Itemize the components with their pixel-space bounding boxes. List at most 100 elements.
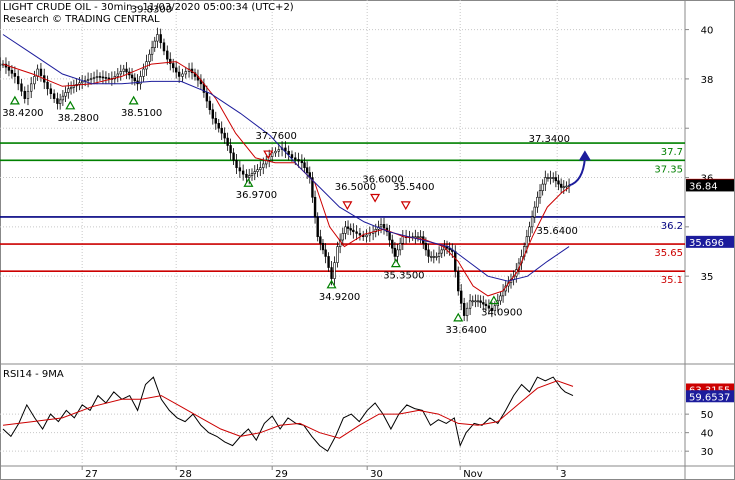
candle-body	[474, 300, 477, 303]
candle-body	[530, 216, 534, 228]
candle-body	[490, 307, 494, 311]
target-arrow-line	[568, 158, 586, 187]
candle-body	[72, 85, 76, 88]
candle-body	[379, 224, 383, 228]
candle-body	[487, 305, 491, 309]
candle-body	[56, 98, 59, 104]
candle-body	[316, 216, 319, 238]
candle-body	[67, 88, 70, 93]
candle-body	[398, 242, 402, 251]
price-annotation: 38.5100	[121, 108, 162, 119]
price-badge-label: 35.696	[689, 238, 724, 249]
candle-body	[427, 249, 430, 257]
candle-body	[58, 99, 62, 104]
candle-body	[205, 92, 209, 102]
chart-research-credit: Research © TRADING CENTRAL	[3, 14, 160, 25]
candle-body	[122, 68, 125, 72]
candle-body	[89, 78, 93, 80]
candle-body	[476, 300, 480, 303]
x-tick-label: 3	[560, 469, 566, 480]
candle-body	[259, 167, 262, 170]
support-marker	[9, 95, 20, 105]
candle-body	[159, 34, 162, 44]
candle-body	[393, 247, 397, 257]
candle-body	[30, 83, 33, 92]
candle-body	[0, 63, 2, 66]
candle-body	[324, 249, 327, 257]
candle-body	[297, 159, 300, 162]
candle-body	[424, 242, 428, 251]
candle-body	[245, 173, 248, 178]
candle-body	[552, 177, 555, 179]
candle-body	[287, 150, 290, 155]
candle-body	[133, 77, 137, 82]
candle-body	[104, 77, 108, 79]
price-annotation: 34.9200	[319, 292, 360, 303]
level-label: 35.65	[654, 248, 683, 259]
candle-body	[419, 236, 422, 239]
candle-body	[16, 76, 20, 85]
candle-body	[7, 66, 11, 71]
candle-body	[346, 226, 350, 229]
candle-body	[484, 303, 488, 307]
candle-body	[457, 270, 460, 292]
price-badge	[686, 235, 734, 248]
candle-body	[401, 236, 405, 244]
candle-body	[214, 118, 217, 124]
price-annotation: 37.3400	[529, 134, 570, 145]
candle-body	[391, 239, 394, 249]
candle-body	[352, 229, 355, 233]
candle-body	[232, 152, 235, 161]
candle-body	[181, 73, 184, 77]
candle-body	[462, 302, 466, 316]
x-tick-label: 29	[275, 469, 288, 480]
price-annotation: 38.2800	[58, 113, 99, 124]
candle-body	[153, 40, 156, 48]
support-marker	[390, 258, 401, 268]
chart-title: LIGHT CRUDE OIL - 30min - 11/03/2020 05:…	[3, 2, 294, 13]
resistance-marker	[400, 201, 411, 211]
candle-body	[116, 73, 119, 77]
candle-body	[92, 77, 96, 79]
price-annotation: 38.4200	[2, 108, 43, 119]
candle-body	[39, 68, 43, 76]
candle-body	[313, 196, 317, 218]
rsi-y-tick-label: 30	[701, 447, 714, 458]
resistance-marker	[263, 150, 274, 160]
rsi-panel-title: RSI14 - 9MA	[3, 369, 64, 380]
level-label: 37.7	[661, 147, 683, 158]
candle-body	[177, 71, 181, 77]
resistance-marker	[342, 201, 353, 211]
candle-body	[139, 76, 142, 85]
candle-body	[338, 239, 342, 247]
moving-average-line	[2, 61, 570, 297]
candle-body	[270, 152, 274, 157]
candle-body	[226, 137, 229, 146]
candle-body	[471, 300, 474, 303]
candle-body	[327, 256, 330, 268]
candle-body	[217, 122, 220, 129]
candle-body	[80, 81, 84, 84]
candle-body	[344, 226, 347, 234]
candle-body	[499, 295, 502, 302]
support-marker	[243, 178, 254, 187]
candle-body	[262, 163, 265, 168]
candle-body	[341, 233, 344, 241]
candle-body	[23, 90, 26, 99]
candle-body	[396, 249, 399, 257]
candle-body	[533, 206, 536, 218]
candle-body	[250, 173, 254, 176]
price-annotation: 36.9700	[236, 190, 277, 201]
candle-body	[86, 79, 90, 81]
rsi-badge-label: 59.6537	[689, 392, 730, 403]
candle-body	[303, 162, 306, 168]
candle-body	[49, 88, 53, 94]
candle-body	[559, 183, 563, 188]
candle-body	[169, 58, 172, 64]
candle-body	[142, 68, 145, 77]
price-y-tick-label: 35	[701, 272, 714, 283]
candle-body	[440, 249, 443, 254]
candle-body	[256, 169, 259, 172]
candle-body	[336, 246, 339, 263]
